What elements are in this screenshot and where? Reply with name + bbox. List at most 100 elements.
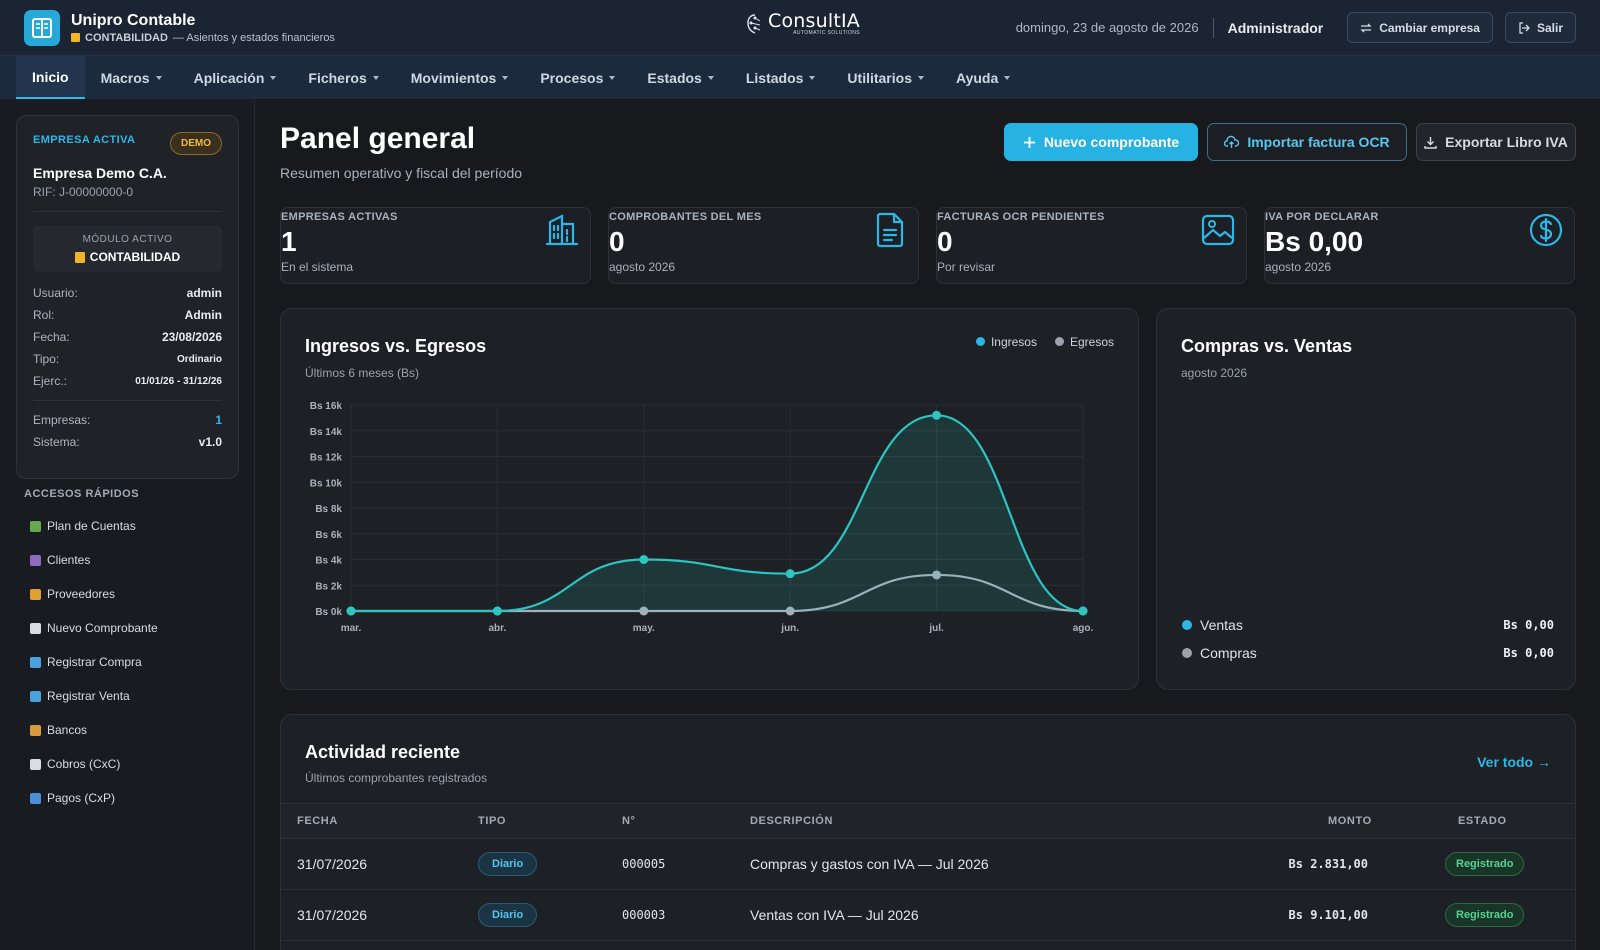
income-chart-title: Ingresos vs. Egresos xyxy=(305,336,487,356)
nav-item-utilitarios[interactable]: Utilitarios xyxy=(831,56,940,99)
column-header[interactable]: N° xyxy=(622,815,636,827)
nav-item-ficheros[interactable]: Ficheros xyxy=(292,56,394,99)
detail-row: Usuario: admin xyxy=(33,282,222,304)
nav-item-inicio[interactable]: Inicio xyxy=(16,56,85,99)
brain-circuit-icon xyxy=(747,14,761,34)
detail-key: Rol: xyxy=(33,308,55,322)
detail-key: Sistema: xyxy=(33,435,80,449)
ingresos-area xyxy=(351,415,1083,611)
detail-key: Usuario: xyxy=(33,286,78,300)
new-voucher-button[interactable]: Nuevo comprobante xyxy=(1004,123,1198,161)
column-header[interactable]: DESCRIPCIÓN xyxy=(750,815,833,827)
quick-link-pagos-cxp[interactable]: Pagos (CxP) xyxy=(30,781,158,815)
income-expense-panel: Ingresos vs. Egresos Últimos 6 meses (Bs… xyxy=(280,308,1139,690)
quick-link-label: Clientes xyxy=(47,553,91,567)
detail-value: 01/01/26 - 31/12/26 xyxy=(135,375,222,387)
nav-label: Listados xyxy=(745,69,804,86)
purchases-amount: Bs 0,00 xyxy=(1503,646,1554,660)
import-ocr-button[interactable]: Importar factura OCR xyxy=(1207,123,1407,161)
sidebar: EMPRESA ACTIVA DEMO Empresa Demo C.A. RI… xyxy=(0,99,255,950)
quick-link-cobros-cxc[interactable]: Cobros (CxC) xyxy=(30,747,158,781)
y-tick-label: Bs 2k xyxy=(315,581,342,592)
nav-label: Macros xyxy=(100,69,150,86)
company-kicker: EMPRESA ACTIVA xyxy=(33,134,136,146)
app-subtitle: CONTABILIDAD — Asientos y estados financ… xyxy=(71,32,335,44)
recent-activity-panel: Actividad reciente Últimos comprobantes … xyxy=(280,714,1576,950)
kpi-value: 1 xyxy=(281,226,297,257)
plus-icon xyxy=(1023,136,1035,148)
kpi-label: IVA POR DECLARAR xyxy=(1265,211,1379,223)
import-ocr-label: Importar factura OCR xyxy=(1247,134,1390,150)
app-logo-icon[interactable] xyxy=(24,9,60,46)
kpi-label: EMPRESAS ACTIVAS xyxy=(281,211,398,223)
top-bar: Unipro Contable CONTABILIDAD — Asientos … xyxy=(0,0,1600,56)
quick-link-registrar-venta[interactable]: Registrar Venta xyxy=(30,679,158,713)
logout-label: Salir xyxy=(1536,20,1563,35)
activity-subtitle: Últimos comprobantes registrados xyxy=(305,771,488,785)
table-row[interactable]: 31/07/2026 Diario 000003 Ventas con IVA … xyxy=(281,890,1574,941)
purchases-dot xyxy=(1182,648,1192,658)
see-all-link[interactable]: Ver todo → xyxy=(1477,754,1551,770)
nav-item-macros[interactable]: Macros xyxy=(85,56,178,99)
logout-button[interactable]: Salir xyxy=(1504,12,1576,43)
y-tick-label: Bs 10k xyxy=(310,478,343,489)
kpi-value: Bs 0,00 xyxy=(1265,226,1364,257)
change-company-button[interactable]: Cambiar empresa xyxy=(1347,12,1493,43)
income-chart-subtitle: Últimos 6 meses (Bs) xyxy=(305,366,420,380)
column-header[interactable]: ESTADO xyxy=(1458,815,1507,827)
quick-link-nuevo-comprobante[interactable]: Nuevo Comprobante xyxy=(30,611,158,645)
chevron-down-icon xyxy=(609,76,616,80)
purchases-sales-panel: Compras vs. Ventas agosto 2026 Ventas Bs… xyxy=(1156,308,1576,690)
cart-icon xyxy=(30,656,41,668)
kpi-card-companies: EMPRESAS ACTIVAS 1 En el sistema xyxy=(280,207,591,284)
nav-item-listados[interactable]: Listados xyxy=(730,56,832,99)
column-header[interactable]: TIPO xyxy=(478,815,507,827)
new-voucher-label: Nuevo comprobante xyxy=(1043,134,1180,150)
export-iva-button[interactable]: Exportar Libro IVA xyxy=(1416,123,1576,161)
nav-item-aplicación[interactable]: Aplicación xyxy=(178,56,293,99)
kpi-foot: En el sistema xyxy=(281,260,354,274)
column-header[interactable]: FECHA xyxy=(297,815,338,827)
quick-link-clientes[interactable]: Clientes xyxy=(30,543,158,577)
quick-access-list: Plan de Cuentas Clientes Proveedores Nuevo … xyxy=(30,509,158,815)
chevron-down-icon xyxy=(502,76,509,80)
brand-logo: ConsultIA AUTOMATIC SOLUTIONS xyxy=(746,12,860,36)
detail-value: Admin xyxy=(184,308,222,322)
purchases-label: Compras xyxy=(1200,645,1257,661)
kpi-card-vouchers: COMPROBANTES DEL MES 0 agosto 2026 xyxy=(608,207,919,284)
status-badge: Registrado xyxy=(1445,852,1525,876)
purchases-sales-title: Compras vs. Ventas xyxy=(1181,336,1353,356)
detail-value: admin xyxy=(186,286,222,300)
table-row[interactable]: 31/07/2026 Diario 000005 Compras y gasto… xyxy=(281,839,1574,890)
kpi-foot: Por revisar xyxy=(937,260,996,274)
detail-row: Ejerc.: 01/01/26 - 31/12/26 xyxy=(33,370,222,392)
legend-item-ingresos[interactable]: Ingresos xyxy=(975,335,1037,349)
quick-link-proveedores[interactable]: Proveedores xyxy=(30,577,158,611)
type-badge: Diario xyxy=(478,852,538,876)
download-icon xyxy=(1424,136,1437,149)
egresos-point xyxy=(639,606,649,616)
detail-row: Empresas: 1 xyxy=(33,409,222,431)
quick-link-registrar-compra[interactable]: Registrar Compra xyxy=(30,645,158,679)
quick-link-bancos[interactable]: Bancos xyxy=(30,713,158,747)
quick-link-plan-de-cuentas[interactable]: Plan de Cuentas xyxy=(30,509,158,543)
user-name: Administrador xyxy=(1227,19,1324,36)
y-tick-label: Bs 14k xyxy=(310,427,343,438)
module-color-icon xyxy=(71,33,80,42)
chevron-down-icon xyxy=(918,76,924,80)
legend-item-egresos[interactable]: Egresos xyxy=(1054,335,1114,349)
brand-name: ConsultIA xyxy=(768,10,861,32)
y-tick-label: Bs 8k xyxy=(315,504,342,515)
table-header: FECHA TIPO N° DESCRIPCIÓN MONTO ESTADO xyxy=(281,803,1574,839)
nav-item-procesos[interactable]: Procesos xyxy=(524,56,631,99)
x-tick-label: mar. xyxy=(341,623,362,634)
column-header[interactable]: MONTO xyxy=(1328,815,1372,827)
nav-item-ayuda[interactable]: Ayuda xyxy=(940,56,1026,99)
nav-label: Ayuda xyxy=(956,69,999,86)
kpi-card-ocr: FACTURAS OCR PENDIENTES 0 Por revisar xyxy=(936,207,1247,284)
divider xyxy=(1212,17,1214,38)
nav-item-movimientos[interactable]: Movimientos xyxy=(395,56,525,99)
nav-item-estados[interactable]: Estados xyxy=(631,56,729,99)
chart-legend: Ingresos Egresos xyxy=(975,335,1114,349)
egresos-point xyxy=(785,606,795,616)
